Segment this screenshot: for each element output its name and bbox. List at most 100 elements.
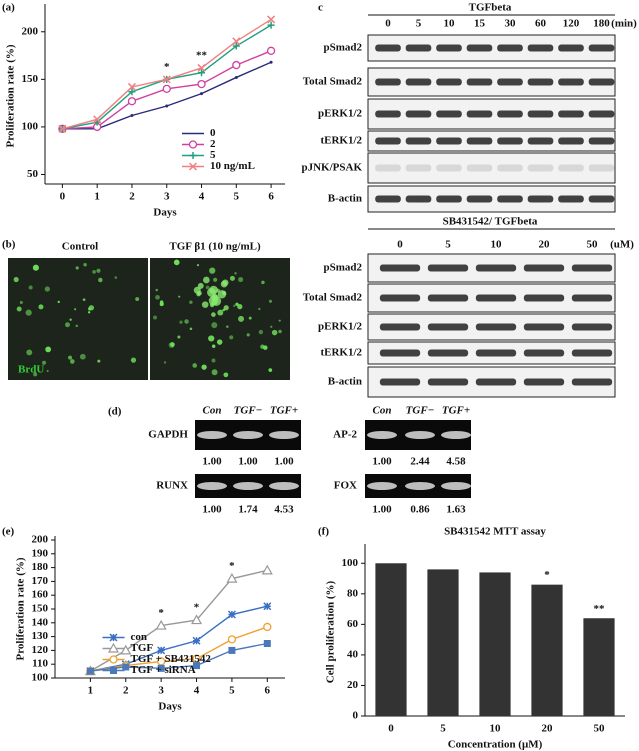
y-tick-label: 40	[347, 648, 359, 660]
bar	[479, 572, 511, 716]
lane-label: 30	[505, 18, 517, 30]
marker	[234, 75, 238, 79]
x-tick-label: 5	[229, 685, 235, 697]
cell	[92, 269, 97, 274]
x-tick-label: 6	[268, 191, 274, 203]
cell	[173, 259, 180, 266]
cell	[155, 288, 159, 292]
marker	[266, 46, 276, 55]
gel-value: 1.00	[202, 504, 222, 516]
x-tick-label: 10	[490, 723, 502, 735]
lane-label: TGF−	[234, 405, 263, 417]
cell	[222, 279, 229, 286]
x-tick-label: 6	[265, 685, 271, 697]
y-axis-label: Proliferation rate (%)	[15, 557, 27, 660]
band	[558, 195, 584, 203]
lane-label: 120	[563, 18, 580, 30]
lane-label: 20	[539, 239, 551, 251]
marker	[267, 15, 276, 24]
band	[379, 378, 421, 386]
cell	[189, 300, 193, 304]
cell	[57, 300, 60, 304]
band	[375, 110, 401, 118]
x-tick-label: 2	[123, 685, 129, 697]
marker	[263, 640, 271, 647]
y-tick-label: 0	[353, 710, 359, 722]
cell	[170, 342, 175, 347]
y-tick-label: 80	[347, 587, 359, 599]
marker	[191, 614, 203, 625]
cell	[268, 368, 273, 372]
gel-row-label: AP-2	[333, 429, 357, 441]
band	[558, 44, 584, 52]
band	[527, 195, 554, 203]
cell	[211, 358, 216, 363]
y-tick-label: 50	[27, 168, 39, 180]
cell	[33, 372, 38, 377]
gel-value: 1.00	[274, 456, 294, 468]
annotation: **	[196, 49, 208, 61]
gel-value: 1.00	[372, 456, 392, 468]
y-tick-label: 160	[32, 589, 49, 601]
cell	[177, 335, 181, 339]
y-tick-label: 200	[22, 25, 39, 37]
band	[405, 195, 432, 203]
cell	[44, 286, 50, 292]
band	[405, 44, 432, 52]
cell	[203, 276, 210, 284]
cell	[88, 305, 95, 311]
band	[558, 164, 584, 172]
band	[466, 164, 493, 172]
gel-value: 1.00	[372, 504, 392, 516]
panel-label: (a)	[2, 2, 15, 14]
band	[497, 44, 523, 52]
lane-label: Con	[373, 405, 392, 417]
legend-label: con	[131, 631, 148, 643]
gel-row-label: FOX	[334, 480, 357, 492]
gel-band	[197, 431, 227, 439]
cell	[155, 294, 160, 300]
gel-band	[367, 431, 397, 439]
marker	[267, 21, 275, 29]
marker	[188, 140, 198, 149]
band	[436, 110, 462, 118]
gel-row-label: GAPDH	[148, 429, 188, 441]
marker	[269, 60, 273, 64]
cell	[83, 263, 87, 267]
band	[475, 294, 517, 302]
blot	[367, 152, 616, 184]
y-tick-label: 180	[32, 561, 49, 573]
band	[475, 378, 517, 386]
y-tick-label: 100	[22, 120, 39, 132]
band	[379, 264, 421, 272]
cell	[192, 363, 198, 368]
marker	[193, 662, 201, 670]
band	[527, 44, 554, 52]
lane-label: 180	[593, 18, 610, 30]
x-tick-label: 0	[60, 191, 66, 203]
band	[527, 164, 554, 172]
cell	[97, 359, 101, 363]
cell	[28, 285, 33, 290]
marker	[86, 667, 94, 675]
column-label: TGF β1 (10 ng/mL)	[169, 241, 261, 253]
marker	[263, 622, 272, 632]
band	[558, 78, 584, 86]
series-line	[90, 605, 268, 672]
blot-row-label: B-actin	[328, 376, 362, 388]
cell	[65, 322, 70, 328]
y-tick-label: 200	[32, 534, 49, 546]
gel-band	[405, 431, 435, 439]
band	[466, 78, 493, 86]
band	[588, 44, 615, 52]
legend-label: TGF	[131, 642, 154, 654]
marker	[157, 646, 166, 655]
band	[427, 264, 469, 272]
lane-label: TGF−	[406, 405, 435, 417]
series-line	[90, 626, 268, 672]
lane-label: TGF+	[442, 405, 470, 417]
blot-row-label: tERK1/2	[320, 347, 362, 359]
gel-band	[269, 431, 299, 439]
